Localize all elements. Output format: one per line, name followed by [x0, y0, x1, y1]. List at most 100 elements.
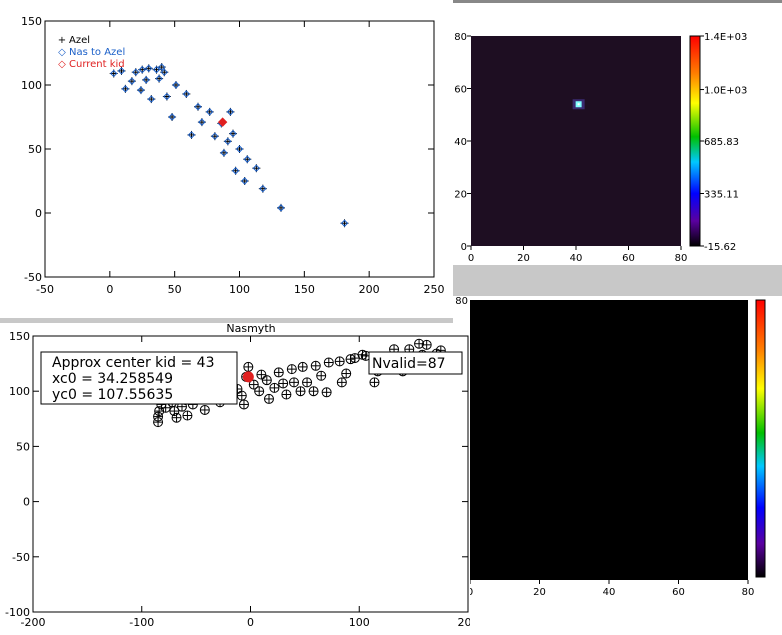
map1-colorbar: [689, 35, 701, 247]
nas-to-azel-point: [240, 177, 249, 185]
nas-to-azel-point: [121, 85, 130, 93]
nasmyth-plot-frame: [32, 335, 469, 613]
x-tick-label: -50: [36, 283, 54, 296]
nvalid-box-frame: [368, 351, 463, 375]
beam-peak-core: [577, 103, 580, 106]
nasmyth-plot: Nasmyth -200-1000100200 -100-50050100150…: [5, 323, 471, 629]
x-tick-label: -200: [21, 616, 46, 629]
nas-to-azel-point: [163, 92, 171, 101]
current-kid-point: [217, 117, 228, 127]
x-tick-label: 0: [106, 283, 113, 296]
nas-to-azel-point: [160, 68, 169, 76]
map1-x-tick-label: 40: [570, 253, 583, 264]
map1-y-tick-label: 0: [461, 242, 467, 253]
map2-x-tick-label: 20: [533, 587, 546, 598]
xc0-text: xc0 = 34.258549: [52, 371, 173, 387]
y-tick-label: 150: [9, 330, 30, 343]
legend-label: Nas to Azel: [69, 47, 125, 58]
nas-to-azel-point: [224, 137, 232, 146]
nas-to-azel-point: [231, 167, 240, 175]
y-tick-label: -50: [12, 551, 30, 564]
x-tick-label: 250: [424, 283, 445, 296]
nas-to-azel-point: [198, 118, 206, 126]
beam-map-image: [471, 36, 681, 246]
info-box-frame: [40, 351, 238, 405]
nas-to-azel-point: [205, 108, 214, 116]
nas-to-azel-point: [145, 64, 153, 73]
map2-y-tick-label: 80: [455, 296, 468, 307]
nas-to-azel-point: [137, 86, 145, 94]
map1-y-tick-label: 60: [454, 85, 467, 96]
x-tick-label: 150: [294, 283, 315, 296]
azel-legend: + Azel◇ Nas to Azel◇ Current kid: [58, 35, 125, 70]
nas-to-azel-point: [187, 131, 196, 139]
map2-x-tick-label: 40: [603, 587, 616, 598]
colorbar-label: 685.83: [704, 137, 739, 148]
x-tick-label: -100: [129, 616, 154, 629]
azel-x-axis: -50 0 50 100 150 200 250: [36, 21, 445, 296]
colorbar-label: -15.62: [704, 242, 736, 253]
y-tick-label: 150: [21, 15, 42, 28]
x-tick-label: 200: [458, 616, 471, 629]
nas-to-azel-point: [252, 164, 261, 172]
y-tick-label: -100: [5, 606, 30, 619]
nas-to-azel-point: [168, 113, 176, 121]
nas-to-azel-point: [132, 68, 140, 76]
x-tick-label: 50: [168, 283, 182, 296]
nas-to-azel-point: [172, 81, 180, 89]
y-tick-label: 50: [28, 143, 42, 156]
nas-to-azel-point: [243, 155, 251, 163]
azel-plot-panel: -50 0 50 100 150 200 250 -50 0 50 100 150 + Azel ◇ Na…: [0, 0, 453, 318]
nas-to-azel-point: [155, 74, 163, 83]
azel-data-points: [109, 63, 349, 228]
map1-x-tick-label: 0: [468, 253, 474, 264]
nas-to-azel-point: [182, 90, 191, 98]
map1-x-tick-label: 20: [517, 253, 530, 264]
nas-to-azel-point: [277, 204, 285, 212]
map2-image: [470, 300, 748, 580]
nas-to-azel-point: [142, 76, 150, 84]
beam-map: 0 20 40 60 80 0 20 40 60 80 1.4E+03 1.0E+03 685.83 33…: [454, 32, 747, 264]
center-kid-marker: [242, 371, 254, 383]
map1-x-tick-label: 80: [675, 253, 688, 264]
nas-to-azel-point: [138, 65, 146, 74]
legend-symbol: +: [58, 35, 66, 46]
map1-x-tick-label: 60: [622, 253, 635, 264]
y-tick-label: 50: [16, 440, 30, 453]
beam-map-panel: 0 20 40 60 80 0 20 40 60 80 1.4E+03 1.0E+03 685.83 33…: [453, 0, 782, 265]
y-tick-label: 100: [21, 79, 42, 92]
y-tick-label: 0: [35, 207, 42, 220]
nas-to-azel-point: [194, 103, 202, 111]
legend-label: Azel: [69, 35, 90, 46]
nas-to-azel-point: [211, 132, 219, 140]
nas-to-azel-point: [117, 67, 126, 75]
map2-x-tick-label: 80: [742, 587, 755, 598]
nas-to-azel-point: [259, 184, 267, 193]
nas-to-azel-point: [147, 95, 156, 103]
nasmyth-title: Nasmyth: [226, 323, 275, 335]
x-tick-label: 200: [359, 283, 380, 296]
y-tick-label: 100: [9, 385, 30, 398]
nas-to-azel-point: [157, 63, 166, 71]
approx-center-kid-text: Approx center kid = 43: [52, 355, 215, 371]
nas-to-azel-point: [340, 219, 349, 227]
nas-to-azel-point: [226, 108, 235, 116]
nas-to-azel-point: [128, 77, 136, 85]
map2-x-tick-label: 0: [467, 587, 473, 598]
y-tick-label: 0: [23, 496, 30, 509]
map1-y-tick-label: 80: [454, 32, 467, 43]
y-tick-label: -50: [24, 271, 42, 284]
nas-to-azel-point: [110, 69, 118, 78]
nvalid-box: Nvalid=87: [368, 351, 463, 375]
map2-colorbar: [755, 299, 766, 578]
nas-to-azel-point: [235, 145, 244, 153]
colorbar-label: 1.4E+03: [704, 32, 747, 43]
nasmyth-plot-panel: Nasmyth -200-1000100200 -100-50050100150…: [0, 323, 470, 635]
legend-symbol: ◇: [58, 47, 66, 58]
nas-to-azel-point: [220, 149, 228, 157]
nas-to-azel-point: [229, 129, 237, 138]
legend-symbol: ◇: [58, 59, 66, 70]
legend-label: Current kid: [69, 59, 125, 70]
